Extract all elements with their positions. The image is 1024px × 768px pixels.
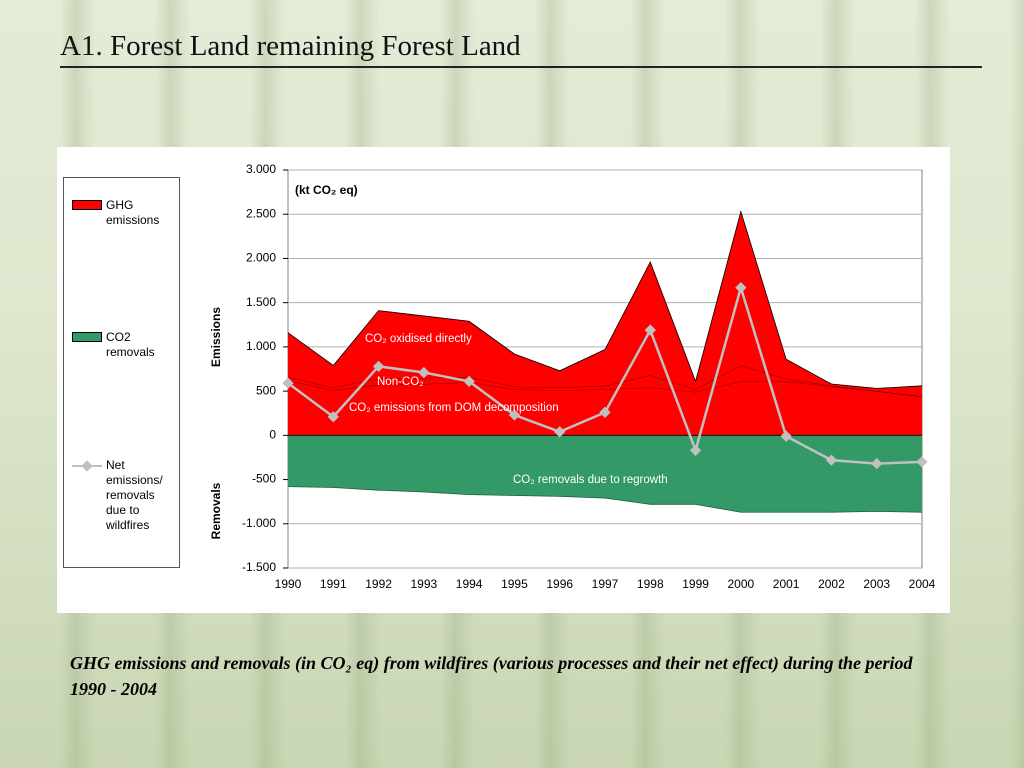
net-marker (871, 457, 883, 470)
y-tick-label: 1.500 (246, 295, 276, 309)
net-marker (735, 281, 747, 294)
emission-area (288, 211, 922, 397)
y-tick-label: 2.500 (246, 206, 276, 220)
component-label: Non-CO₂ (377, 376, 424, 388)
x-tick-label: 1994 (456, 577, 483, 591)
net-marker (825, 454, 838, 466)
x-tick-label: 2001 (773, 577, 800, 591)
removal-line (287, 486, 923, 513)
net-marker (599, 406, 611, 418)
net-marker (554, 426, 566, 438)
removal-label: CO₂ removals due to regrowth (513, 474, 668, 486)
legend-label: GHG emissions (106, 198, 160, 227)
y-tick-label: 2.000 (246, 251, 276, 265)
x-tick-label: 2000 (728, 577, 755, 591)
y-tick-label: 500 (256, 383, 276, 397)
net-marker (327, 411, 339, 423)
y-tick-label: 1.000 (246, 339, 276, 353)
legend-label: CO2 removals (106, 330, 155, 359)
y-tick-label: -500 (252, 472, 276, 486)
net-marker (418, 366, 430, 379)
net-marker (463, 375, 475, 388)
net-marker (780, 430, 792, 442)
x-tick-label: 2002 (818, 577, 845, 591)
x-tick-label: 1995 (501, 577, 528, 591)
component-label: CO₂ oxidised directly (365, 333, 472, 345)
y-axis-label: Removals (209, 482, 223, 539)
y-tick-label: -1.500 (242, 560, 276, 574)
x-tick-label: 1997 (592, 577, 619, 591)
x-tick-label: 1992 (365, 577, 392, 591)
x-tick-label: 1998 (637, 577, 664, 591)
legend: GHG emissions CO2 removals Net emissions… (63, 177, 180, 568)
unit-label: (kt CO₂ eq) (295, 183, 358, 197)
legend-swatch (72, 200, 102, 210)
y-tick-label: 0 (269, 428, 276, 442)
x-tick-label: 1991 (320, 577, 347, 591)
net-marker (689, 444, 702, 457)
x-tick-label: 2003 (863, 577, 890, 591)
caption: GHG emissions and removals (in CO₂ eq) f… (70, 653, 913, 699)
legend-swatch (72, 332, 102, 342)
x-tick-label: 1990 (275, 577, 302, 591)
net-marker (372, 360, 385, 373)
x-tick-label: 2004 (909, 577, 936, 591)
slide-title: A1. Forest Land remaining Forest Land (60, 30, 521, 62)
emission-area (288, 365, 922, 397)
legend-label: Net emissions/ removals due to wildfires (106, 458, 163, 532)
component-label: CO₂ emissions from DOM decomposition (349, 402, 559, 414)
y-axis-label: Emissions (209, 307, 223, 367)
net-marker (644, 324, 656, 336)
x-tick-label: 1996 (546, 577, 573, 591)
x-tick-label: 1999 (682, 577, 709, 591)
legend-swatch (72, 460, 102, 472)
y-tick-label: 3.000 (246, 162, 276, 176)
title-rule (60, 66, 982, 68)
y-tick-label: -1.000 (242, 516, 276, 530)
emission-line (287, 210, 923, 389)
net-marker (916, 456, 928, 468)
net-marker (282, 377, 294, 389)
x-tick-label: 1993 (411, 577, 438, 591)
